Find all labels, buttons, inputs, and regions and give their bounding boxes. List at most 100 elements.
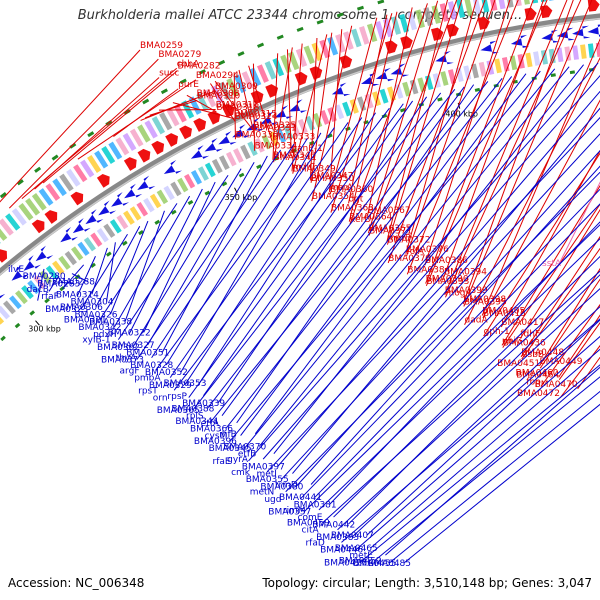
reverse-gene-leader [80, 233, 128, 310]
forward-gene-label: BMA0360 [330, 185, 373, 195]
forward-gene-leader [8, 58, 159, 209]
forward-gene-leader [328, 29, 343, 192]
reverse-gene-leader [217, 96, 428, 404]
feature-block [203, 88, 217, 108]
reverse-gene-leader [236, 84, 475, 424]
feature-block [241, 71, 254, 90]
forward-gene-leader [310, 32, 333, 183]
forward-gene-arrow [70, 191, 84, 206]
feature-block [177, 177, 189, 193]
reverse-gene-arrow [60, 227, 79, 243]
forward-gene-leader [444, 0, 568, 296]
forward-gene-leader [252, 63, 256, 151]
gc-mark [221, 181, 228, 187]
reverse-gene-arrow [124, 183, 143, 199]
reverse-gene-label: rfaD [305, 538, 324, 548]
feature-block [319, 109, 330, 125]
reverse-gene-leader [180, 132, 322, 373]
gc-mark [218, 59, 226, 66]
reverse-gene-label: BMA0485 [368, 559, 411, 569]
reverse-gene-label: BMA0465 [335, 544, 378, 554]
reverse-gene-label: etfA [201, 419, 220, 429]
backbone-ring [0, 13, 600, 277]
gc-mark [14, 322, 21, 329]
feature-block [254, 137, 265, 153]
feature-block [0, 228, 8, 241]
reverse-gene-arrow [587, 24, 600, 37]
feature-block [149, 193, 162, 209]
gc-mark [0, 191, 7, 199]
reverse-gene-leader [403, 403, 600, 564]
feature-block [9, 295, 22, 310]
reverse-gene-arrow [288, 99, 308, 113]
feature-block [190, 170, 203, 185]
feature-block [3, 300, 16, 315]
forward-gene-label: gph-1 [484, 327, 510, 337]
feature-block [297, 118, 308, 134]
reverse-gene-leader [99, 203, 178, 320]
feature-block [303, 45, 315, 65]
reverse-gene-leader [337, 288, 600, 531]
forward-gene-arrow [339, 55, 353, 69]
forward-gene-label: BMA0331 [254, 123, 297, 133]
feature-block [226, 78, 239, 97]
reverse-gene-arrow [232, 124, 251, 138]
reverse-gene-arrow [163, 160, 183, 175]
scale-tick [35, 320, 40, 326]
reverse-gene-label: BMA0306 [60, 303, 103, 313]
forward-gene-leader [483, 152, 600, 337]
reverse-gene-leader [192, 92, 442, 411]
reverse-gene-leader [128, 188, 203, 335]
reverse-gene-leader [355, 335, 600, 551]
reverse-gene-arrow [98, 200, 117, 216]
forward-gene-leader [286, 49, 292, 154]
forward-gene-label: BMA0308 [197, 89, 240, 99]
reverse-gene-arrow [274, 105, 293, 119]
reverse-gene-label: ugd [264, 495, 281, 505]
reverse-gene-label: BMA0353 [163, 379, 206, 389]
feature-block [247, 141, 258, 157]
reverse-gene-leader [165, 138, 308, 366]
forward-gene-label: cbbA [177, 59, 200, 69]
gc-mark [356, 5, 364, 11]
feature-block [440, 71, 449, 86]
forward-gene-leader [272, 53, 279, 160]
reverse-gene-arrow [361, 72, 380, 87]
reverse-gene-label: trmD [275, 480, 298, 490]
feature-block [423, 7, 433, 26]
forward-gene-arrow [137, 148, 151, 163]
feature-block [59, 173, 74, 192]
reverse-gene-leader [322, 270, 600, 523]
feature-block [184, 173, 196, 189]
reverse-gene-leader [206, 88, 456, 409]
feature-block [136, 202, 149, 217]
feature-block [533, 51, 541, 66]
forward-gene-label: BMA0395 [464, 297, 507, 307]
reverse-gene-label: BMA0352 [145, 368, 188, 378]
feature-block [256, 64, 269, 83]
reverse-gene-leader [285, 171, 600, 493]
reverse-gene-label: orn [153, 394, 168, 404]
forward-gene-leader [186, 94, 217, 113]
feature-block [471, 63, 479, 79]
feature-block [342, 101, 352, 117]
gc-mark [90, 262, 96, 268]
reverse-gene-arrow [260, 111, 279, 126]
reverse-gene-leader [210, 81, 489, 422]
reverse-gene-arrow [556, 27, 575, 41]
reverse-gene-leader [385, 366, 600, 556]
reverse-gene-arrow [218, 131, 237, 145]
forward-gene-leader [405, 0, 477, 254]
gc-mark [105, 251, 112, 257]
reverse-gene-label: metI [256, 470, 277, 480]
forward-gene-label: dsbB [522, 350, 544, 360]
reverse-gene-label: gyrA [227, 455, 249, 465]
forward-gene-leader [291, 43, 303, 172]
feature-block [481, 0, 490, 13]
feature-block [25, 198, 41, 216]
forward-gene-arrow [179, 125, 192, 140]
forward-gene-arrow [193, 118, 207, 132]
reverse-gene-label: rpsT [138, 386, 158, 396]
gc-mark [16, 179, 24, 186]
